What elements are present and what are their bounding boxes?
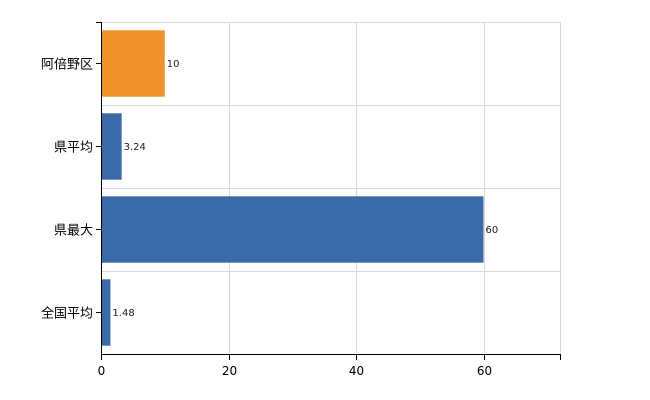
bar xyxy=(101,196,484,263)
x-tick-label: 40 xyxy=(349,364,364,378)
data-label: 10 xyxy=(167,59,180,70)
data-label: 3.24 xyxy=(124,142,146,153)
bars-group xyxy=(101,30,484,346)
x-tick-label: 60 xyxy=(477,364,492,378)
data-label: 60 xyxy=(486,225,499,236)
x-tick-label: 20 xyxy=(222,364,237,378)
category-label: 阿倍野区 xyxy=(41,58,93,73)
category-label: 全国平均 xyxy=(41,306,93,322)
bar xyxy=(101,113,122,180)
labels-group: 10 阿倍野区 3.24 県平均 60 県最大 1.48 全国平均 0 20 40 60 xyxy=(41,58,498,379)
bar xyxy=(101,30,165,97)
data-label: 1.48 xyxy=(112,308,134,319)
gridlines xyxy=(101,22,561,355)
category-label: 県平均 xyxy=(54,141,93,156)
x-tick-label: 0 xyxy=(98,364,106,378)
bar xyxy=(101,279,111,346)
category-label: 県最大 xyxy=(54,224,93,239)
axes-group xyxy=(96,22,561,360)
